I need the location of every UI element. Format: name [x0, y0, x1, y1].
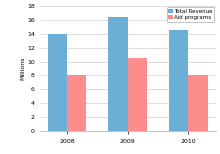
Bar: [48, 34, 67, 131]
Bar: [169, 30, 188, 131]
Bar: [108, 17, 128, 131]
Y-axis label: Millions: Millions: [20, 57, 26, 80]
Legend: Total Revenue, Aid programs: Total Revenue, Aid programs: [167, 7, 214, 22]
Bar: [128, 58, 147, 131]
Bar: [67, 75, 86, 131]
Bar: [188, 75, 208, 131]
